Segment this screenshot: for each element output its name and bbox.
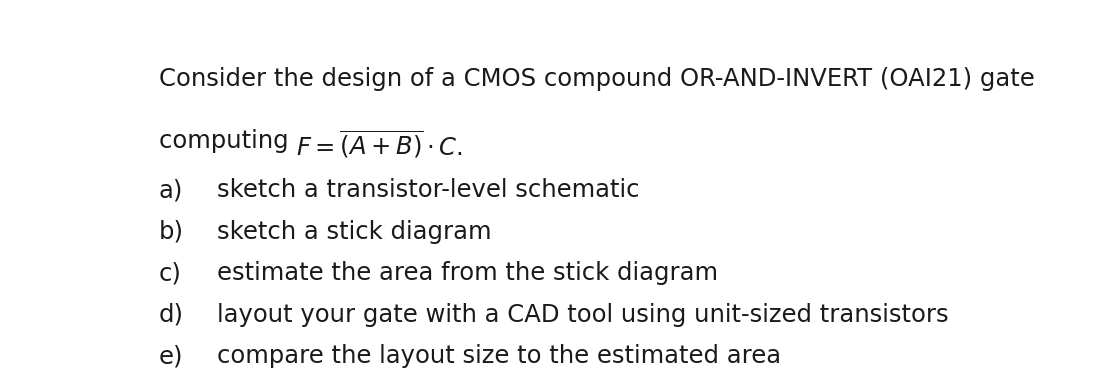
Text: sketch a transistor-level schematic: sketch a transistor-level schematic — [217, 178, 640, 202]
Text: a): a) — [158, 178, 184, 202]
Text: Consider the design of a CMOS compound OR-AND-INVERT (OAI21) gate: Consider the design of a CMOS compound O… — [158, 67, 1034, 91]
Text: estimate the area from the stick diagram: estimate the area from the stick diagram — [217, 261, 718, 285]
Text: e): e) — [158, 344, 184, 368]
Text: compare the layout size to the estimated area: compare the layout size to the estimated… — [217, 344, 780, 368]
Text: sketch a stick diagram: sketch a stick diagram — [217, 219, 491, 244]
Text: $\mathit{F} = \overline{(\mathit{A}+\mathit{B})} \cdot \mathit{C}.$: $\mathit{F} = \overline{(\mathit{A}+\mat… — [296, 129, 463, 160]
Text: b): b) — [158, 219, 184, 244]
Text: c): c) — [158, 261, 181, 285]
Text: layout your gate with a CAD tool using unit-sized transistors: layout your gate with a CAD tool using u… — [217, 303, 948, 326]
Text: d): d) — [158, 303, 184, 326]
Text: computing: computing — [158, 129, 296, 153]
